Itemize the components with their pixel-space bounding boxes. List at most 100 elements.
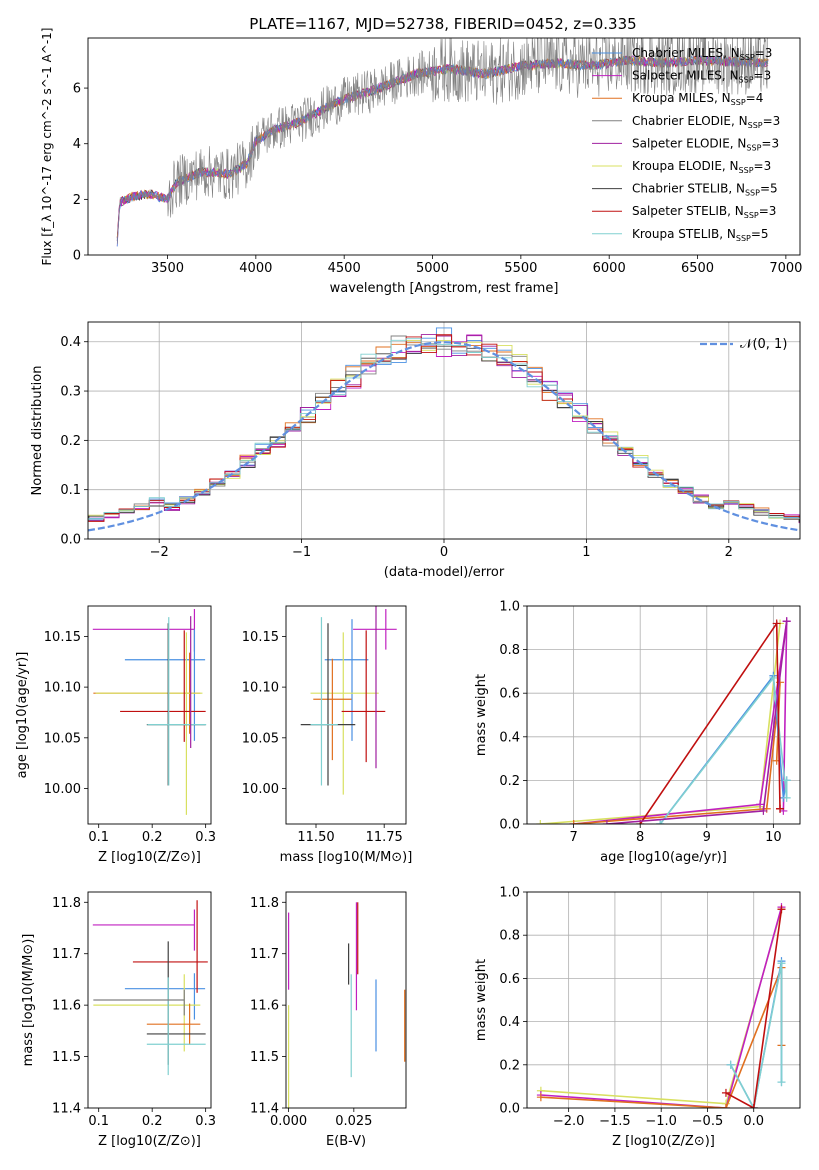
x-tick-label: 1: [582, 545, 590, 560]
weight-line: [725, 909, 783, 1108]
y-tick-label: 10.00: [242, 782, 279, 797]
axes-frame: [87, 321, 801, 540]
y-axis-label: mass weight: [474, 959, 489, 1041]
y-axis-label: mass weight: [474, 674, 489, 756]
weight-marker: [782, 793, 791, 802]
weight-marker: [721, 1088, 730, 1097]
weight-marker: [776, 804, 785, 813]
y-tick-label: 0.0: [60, 533, 81, 548]
weight-line: [540, 906, 783, 1108]
legend-label: Salpeter STELIB, NSSP=3: [632, 204, 776, 220]
legend-label: Salpeter ELODIE, NSSP=3: [632, 136, 779, 152]
x-tick-label: 0.3: [195, 1114, 216, 1129]
x-tick-label: 2: [725, 545, 733, 560]
x-tick-label: −1.0: [645, 1114, 677, 1129]
y-axis-label: Flux [f_λ 10^-17 erg cm^-2 s^-1 A^-1]: [40, 28, 54, 266]
x-tick-label: 0.0: [743, 1114, 764, 1129]
y-tick-label: 0.6: [499, 972, 520, 987]
x-tick-label: 0.000: [270, 1114, 307, 1129]
residuals-panel: −2 −1 0 1 2 0.0 0.1 0.2 0.3 0.4 (data-model)/error…: [30, 321, 801, 580]
weight-marker: [777, 905, 786, 914]
y-tick-label: 0.4: [499, 730, 520, 745]
x-tick-label: 0.1: [88, 1114, 109, 1129]
error-bars: [288, 902, 406, 1108]
axes-frame: [526, 605, 801, 825]
weight-marker: [721, 1104, 730, 1108]
y-tick-label: 0.2: [499, 1058, 520, 1073]
histogram-series: [88, 338, 800, 521]
x-tick-label: −2.0: [553, 1114, 585, 1129]
y-tick-label: 11.7: [52, 947, 81, 962]
x-tick-label: 0.1: [88, 830, 109, 845]
weight-marker: [759, 806, 768, 815]
legend: 𝒩(0, 1): [700, 337, 787, 352]
y-tick-label: 1.0: [499, 600, 520, 615]
legend-label: Kroupa STELIB, NSSP=5: [632, 227, 769, 243]
y-tick-label: 0: [73, 249, 81, 264]
weight-marker: [769, 673, 778, 682]
observed-spectrum: [116, 38, 769, 244]
x-tick-label: −1.5: [599, 1114, 631, 1129]
y-tick-label: 10.05: [242, 731, 279, 746]
x-axis-label: (data-model)/error: [384, 565, 505, 580]
weight-marker: [777, 959, 786, 968]
error-bars: [92, 900, 208, 1076]
y-tick-label: 11.4: [52, 1102, 81, 1117]
y-tick-label: 10.10: [242, 681, 279, 696]
weight-marker: [726, 1060, 735, 1069]
x-tick-label: 9: [703, 830, 711, 845]
legend-label: Chabrier STELIB, NSSP=5: [632, 182, 778, 198]
x-tick-label: 0: [440, 545, 448, 560]
spectrum-panel: 3500 4000 4500 5000 5500 6000 6500 7000 0 2 4 6 wave…: [40, 28, 802, 296]
y-tick-label: 10.15: [242, 630, 279, 645]
x-tick-label: 0.2: [142, 830, 163, 845]
x-tick-label: −1: [292, 545, 311, 560]
y-tick-label: 10.10: [44, 681, 81, 696]
x-tick-label: 4500: [328, 261, 361, 276]
histograms: [88, 327, 800, 532]
weight-marker: [756, 800, 765, 809]
weight-line: [573, 621, 788, 824]
y-tick-label: 11.6: [250, 999, 279, 1014]
x-tick-label: 11.75: [366, 830, 403, 845]
x-tick-label: 6000: [593, 261, 626, 276]
weight-lines: [536, 903, 786, 1108]
weight-marker: [569, 820, 578, 824]
y-tick-label: 0.6: [499, 687, 520, 702]
legend: Chabrier MILES, NSSP=3 Salpeter MILES, NS…: [592, 46, 780, 243]
weight-lines: [536, 617, 791, 824]
x-tick-label: 0.025: [335, 1114, 372, 1129]
y-tick-label: 0.0: [499, 818, 520, 833]
y-tick-label: 11.6: [52, 999, 81, 1014]
weight-marker: [536, 820, 545, 824]
y-axis-label: Normed distribution: [30, 366, 45, 496]
legend-label: Chabrier ELODIE, NSSP=3: [632, 114, 780, 130]
x-axis-label: age [log10(age/yr)]: [600, 850, 727, 865]
weight-marker: [536, 1093, 545, 1102]
x-tick-label: 10: [765, 830, 782, 845]
histogram-series: [88, 334, 800, 522]
x-tick-label: 5500: [504, 261, 537, 276]
weight-line: [639, 620, 781, 824]
weight-marker: [777, 1078, 786, 1087]
axes-frame: [87, 605, 212, 825]
x-tick-label: 7: [569, 830, 577, 845]
x-tick-label: 0.3: [195, 830, 216, 845]
y-tick-label: 10.05: [44, 731, 81, 746]
mass-vs-Z-panel: 0.1 0.2 0.3 11.4 11.5 11.6 11.7 11.8 Z [log10(Z/…: [21, 891, 216, 1149]
weight-marker: [656, 820, 665, 824]
legend-label: Kroupa MILES, NSSP=4: [632, 91, 763, 107]
y-tick-label: 0.4: [60, 335, 81, 350]
histogram-series: [88, 339, 800, 521]
x-axis-label: wavelength [Angstrom, rest frame]: [330, 281, 559, 296]
weight-marker: [602, 820, 611, 824]
mass-vs-ebv-panel: 0.000 0.025 11.4 11.5 11.6 11.7 11.8 E(B-V): [250, 891, 407, 1149]
x-tick-label: 3500: [151, 261, 184, 276]
weight-line: [729, 963, 783, 1108]
y-axis-label: age [log10(age/yr)]: [15, 652, 30, 779]
y-tick-label: 11.4: [250, 1102, 279, 1117]
axes-frame: [87, 891, 212, 1109]
normal-curve: [88, 341, 800, 532]
y-tick-label: 0.3: [60, 385, 81, 400]
